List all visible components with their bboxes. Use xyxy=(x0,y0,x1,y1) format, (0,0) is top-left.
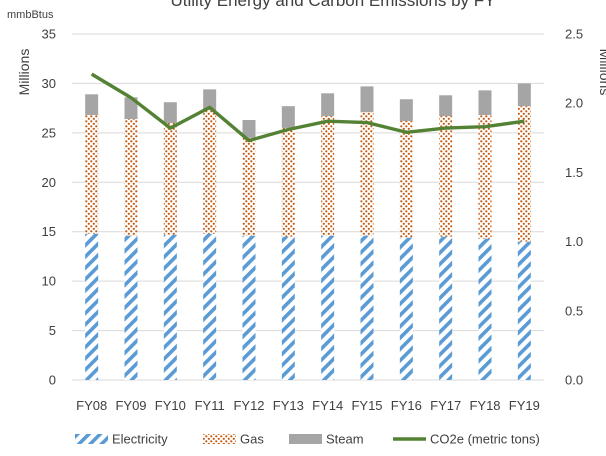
y-left-tick-label: 0 xyxy=(49,373,56,388)
y-axis-right-title: Millions xyxy=(597,49,606,96)
x-tick-label: FY18 xyxy=(469,398,500,413)
gridlines xyxy=(72,33,544,381)
x-tick-label: FY12 xyxy=(233,398,264,413)
bar-gas xyxy=(85,115,99,234)
y-left-tick-label: 35 xyxy=(42,27,56,42)
x-tick-label: FY09 xyxy=(115,398,146,413)
legend-swatch-steam xyxy=(289,434,322,444)
legend-label: Steam xyxy=(326,432,364,447)
legend-swatch-electricity xyxy=(75,434,108,444)
bar-gas xyxy=(281,127,295,237)
bar-steam xyxy=(242,120,256,138)
bar-gas xyxy=(517,106,531,242)
bar-electricity xyxy=(360,235,374,380)
bar-electricity xyxy=(85,233,99,380)
x-tick-label: FY14 xyxy=(312,398,343,413)
bar-steam xyxy=(360,86,374,113)
legend-swatch-gas xyxy=(203,434,236,444)
x-tick-label: FY15 xyxy=(351,398,382,413)
bar-electricity xyxy=(439,236,453,380)
bar-electricity xyxy=(517,241,531,380)
co2e-line xyxy=(90,72,525,143)
bar-gas xyxy=(242,137,256,236)
y-left-tick-label: 10 xyxy=(42,274,56,289)
y-left-tick-label: 30 xyxy=(42,76,56,91)
y-right-tick-label: 1.5 xyxy=(565,165,583,180)
legend: Electricity Gas Steam CO2e (metric tons) xyxy=(75,432,540,447)
x-tick-label: FY11 xyxy=(195,398,225,413)
bar-gas xyxy=(439,116,453,237)
bar-electricity xyxy=(203,233,217,380)
y-left-tick-label: 20 xyxy=(42,175,56,190)
y-right-tick-label: 0.5 xyxy=(565,303,583,318)
bar-electricity xyxy=(242,235,256,380)
unit-label: mmbBtus xyxy=(7,9,54,21)
bar-gas xyxy=(399,120,413,238)
legend-label: Gas xyxy=(240,432,264,447)
bar-electricity xyxy=(163,234,177,380)
bar-steam xyxy=(85,94,99,116)
bar-steam xyxy=(399,99,413,121)
legend-label: Electricity xyxy=(112,432,168,447)
bar-electricity xyxy=(124,235,138,380)
bar-gas xyxy=(321,116,335,236)
x-tick-label: FY08 xyxy=(76,398,107,413)
y-right-tick-label: 2.0 xyxy=(565,96,583,111)
bar-steam xyxy=(478,90,492,116)
axes: Utility Energy and Carbon Emissions by F… xyxy=(7,0,606,413)
bar-steam xyxy=(439,95,453,117)
legend-label: CO2e (metric tons) xyxy=(430,432,540,447)
y-left-tick-label: 5 xyxy=(49,323,56,338)
bar-electricity xyxy=(399,237,413,380)
x-tick-label: FY16 xyxy=(391,398,422,413)
bar-electricity xyxy=(321,235,335,380)
co2e-line-layer xyxy=(90,72,525,143)
bar-electricity xyxy=(478,238,492,380)
x-tick-label: FY17 xyxy=(430,398,461,413)
bar-steam xyxy=(321,93,335,117)
y-axis-left-title: Millions xyxy=(16,49,32,96)
bar-steam xyxy=(124,97,138,120)
x-tick-label: FY19 xyxy=(509,398,540,413)
bar-gas xyxy=(163,122,177,235)
bar-steam xyxy=(203,89,217,111)
bar-steam xyxy=(517,83,531,107)
bar-gas xyxy=(478,115,492,239)
x-tick-label: FY13 xyxy=(273,398,304,413)
bar-gas xyxy=(360,112,374,236)
bar-electricity xyxy=(281,236,295,380)
y-right-tick-label: 0.0 xyxy=(565,373,583,388)
y-right-tick-label: 1.0 xyxy=(565,234,583,249)
chart-title: Utility Energy and Carbon Emissions by F… xyxy=(170,0,495,10)
bars xyxy=(85,83,531,380)
y-right-tick-label: 2.5 xyxy=(565,27,583,42)
x-tick-label: FY10 xyxy=(155,398,186,413)
y-left-tick-label: 25 xyxy=(42,125,56,140)
y-left-tick-label: 15 xyxy=(42,224,56,239)
bar-gas xyxy=(124,119,138,236)
bar-steam xyxy=(281,106,295,128)
bar-steam xyxy=(163,102,177,123)
bar-gas xyxy=(203,110,217,234)
